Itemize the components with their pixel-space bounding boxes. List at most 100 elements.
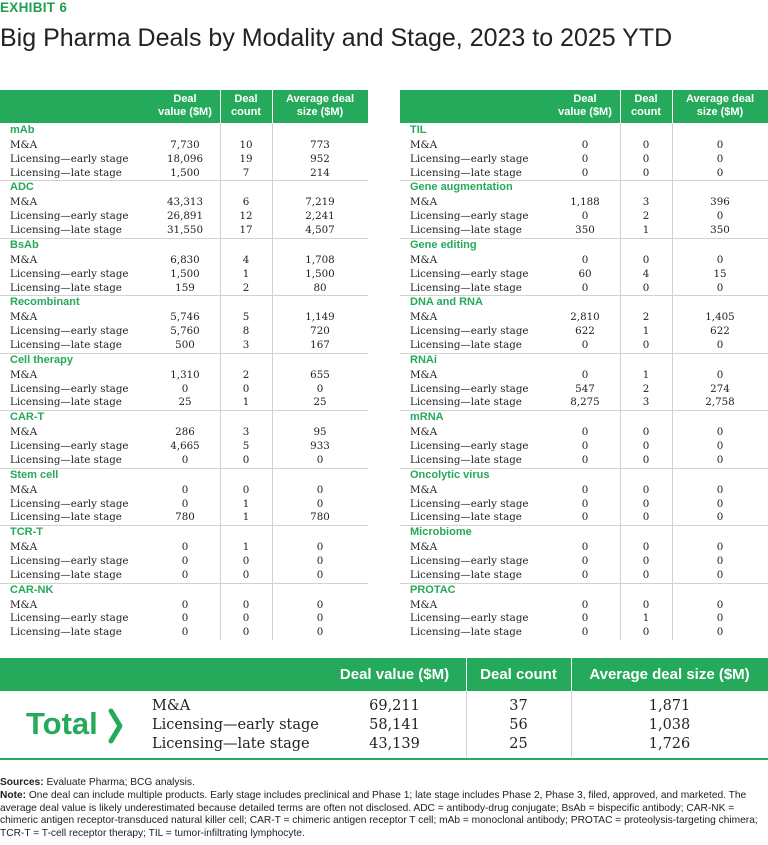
deal-count-cell: 2 [642,210,650,223]
row-label: Licensing—early stage [10,210,129,223]
table-row: Licensing—late stage 0 0 0 [400,454,768,468]
row-label: M&A [10,196,38,209]
header-deal-value: Deal value ($M) [150,93,220,119]
modality-group: ADC M&A 43,313 6 7,219 Licensing—early stage 2… [0,180,368,237]
modality-group: RNAi M&A 0 1 0 Licensing—early stage 547 2 274 Li… [400,352,768,410]
deal-count-cell: 2 [242,281,250,294]
modality-name: CAR-NK [10,583,54,596]
modality-name: BsAb [10,238,39,251]
deal-value-cell: 4,665 [170,440,200,453]
deal-count-cell: 0 [242,554,250,567]
header-average-deal-size-line: size ($M) [296,106,344,118]
average-deal-cell: 0 [716,210,724,223]
modality-group: mRNA M&A 0 0 0 Licensing—early stage 0 0 0 Licens… [400,410,768,467]
deal-value-cell: 7,730 [170,138,200,151]
row-label: Licensing—late stage [410,453,522,466]
row-label: Licensing—late stage [10,453,122,466]
table-row: M&A 0 0 0 [400,139,768,153]
table-row: M&A 1,188 3 396 [400,196,768,210]
average-deal-cell: 1,708 [305,253,335,266]
deal-value-cell: 0 [181,626,189,639]
total-deal-value: 43,139 [369,736,420,752]
deal-value-cell: 31,550 [166,224,204,237]
total-deal-value: 69,211 [369,698,420,714]
deal-count-cell: 0 [642,281,650,294]
table-row: M&A 1,310 2 655 [0,369,368,383]
average-deal-cell: 0 [716,598,724,611]
deal-count-cell: 3 [242,338,250,351]
row-label: Licensing—early stage [10,267,129,280]
row-label: Licensing—late stage [10,338,122,351]
deal-value-cell: 0 [581,368,589,381]
deal-value-cell: 1,500 [170,166,200,179]
deal-count-cell: 0 [642,626,650,639]
deal-count-cell: 1 [242,511,250,524]
deal-value-cell: 0 [181,483,189,496]
average-deal-cell: 396 [710,196,730,209]
deal-value-cell: 0 [581,568,589,581]
average-deal-cell: 0 [716,483,724,496]
modality-name: Gene augmentation [410,181,513,194]
deal-count-cell: 1 [642,224,650,237]
row-label: M&A [10,483,38,496]
deal-value-cell: 159 [175,281,195,294]
table-row: M&A 0 0 0 [0,484,368,498]
modality-name: mRNA [410,411,444,424]
row-label: Licensing—late stage [410,511,522,524]
table-row: M&A 7,730 10 773 [0,139,368,153]
deal-count-cell: 5 [242,440,250,453]
deal-count-cell: 1 [242,267,250,280]
deal-count-cell: 0 [242,568,250,581]
table-row: Licensing—late stage 0 0 0 [400,339,768,353]
row-label: Licensing—early stage [410,325,529,338]
deal-value-cell: 2,810 [570,311,600,324]
average-deal-cell: 0 [316,554,324,567]
total-row: Licensing—late stage 43,139 25 1,726 [0,734,768,754]
table-row: Licensing—late stage 25 1 25 [0,396,368,410]
average-deal-cell: 350 [710,224,730,237]
chevron-right-icon [108,708,123,744]
deal-count-cell: 0 [642,497,650,510]
deal-count-cell: 0 [642,138,650,151]
table-row: Licensing—late stage 8,275 3 2,758 [400,396,768,410]
deal-value-cell: 18,096 [166,152,204,165]
deal-count-cell: 0 [642,453,650,466]
row-label: Licensing—late stage [410,626,522,639]
total-header-value: Deal value ($M) [339,666,450,683]
row-label: Licensing—early stage [410,554,529,567]
deal-value-cell: 0 [581,440,589,453]
header-deal-value-line: value ($M) [558,106,612,118]
deal-count-cell: 0 [642,338,650,351]
row-label: Licensing—early stage [410,612,529,625]
row-label: Licensing—late stage [410,224,522,237]
row-label: Licensing—early stage [410,267,529,280]
total-row-label: Licensing—early stage [152,717,319,733]
deal-count-cell: 0 [242,453,250,466]
average-deal-cell: 773 [310,138,330,151]
deal-count-cell: 3 [642,196,650,209]
deal-value-cell: 0 [581,152,589,165]
average-deal-cell: 0 [716,368,724,381]
modality-name: PROTAC [410,583,456,596]
row-label: M&A [410,541,438,554]
modality-group: mAb M&A 7,730 10 773 Licensing—early stage 18,… [0,123,368,180]
row-label: M&A [410,196,438,209]
header-deal-count-line: Deal [634,93,658,105]
total-header-bar: Deal value ($M) Deal count Average deal … [0,658,768,691]
average-deal-cell: 0 [716,453,724,466]
deal-value-cell: 0 [181,382,189,395]
average-deal-cell: 933 [310,440,330,453]
deal-count-cell: 0 [242,483,250,496]
average-deal-cell: 2,758 [705,396,735,409]
row-label: M&A [10,311,38,324]
modality-group: PROTAC M&A 0 0 0 Licensing—early stage 0 1 0 Lice… [400,582,768,640]
modality-group: CAR-T M&A 286 3 95 Licensing—early stage 4,665… [0,410,368,467]
row-label: M&A [10,598,38,611]
table-row: Licensing—early stage 5,760 8 720 [0,325,368,339]
row-label: Licensing—early stage [10,382,129,395]
table-row: Licensing—early stage 18,096 19 952 [0,153,368,167]
row-label: Licensing—late stage [410,338,522,351]
deal-count-cell: 0 [642,152,650,165]
deal-value-cell: 43,313 [166,196,204,209]
row-label: Licensing—early stage [10,612,129,625]
